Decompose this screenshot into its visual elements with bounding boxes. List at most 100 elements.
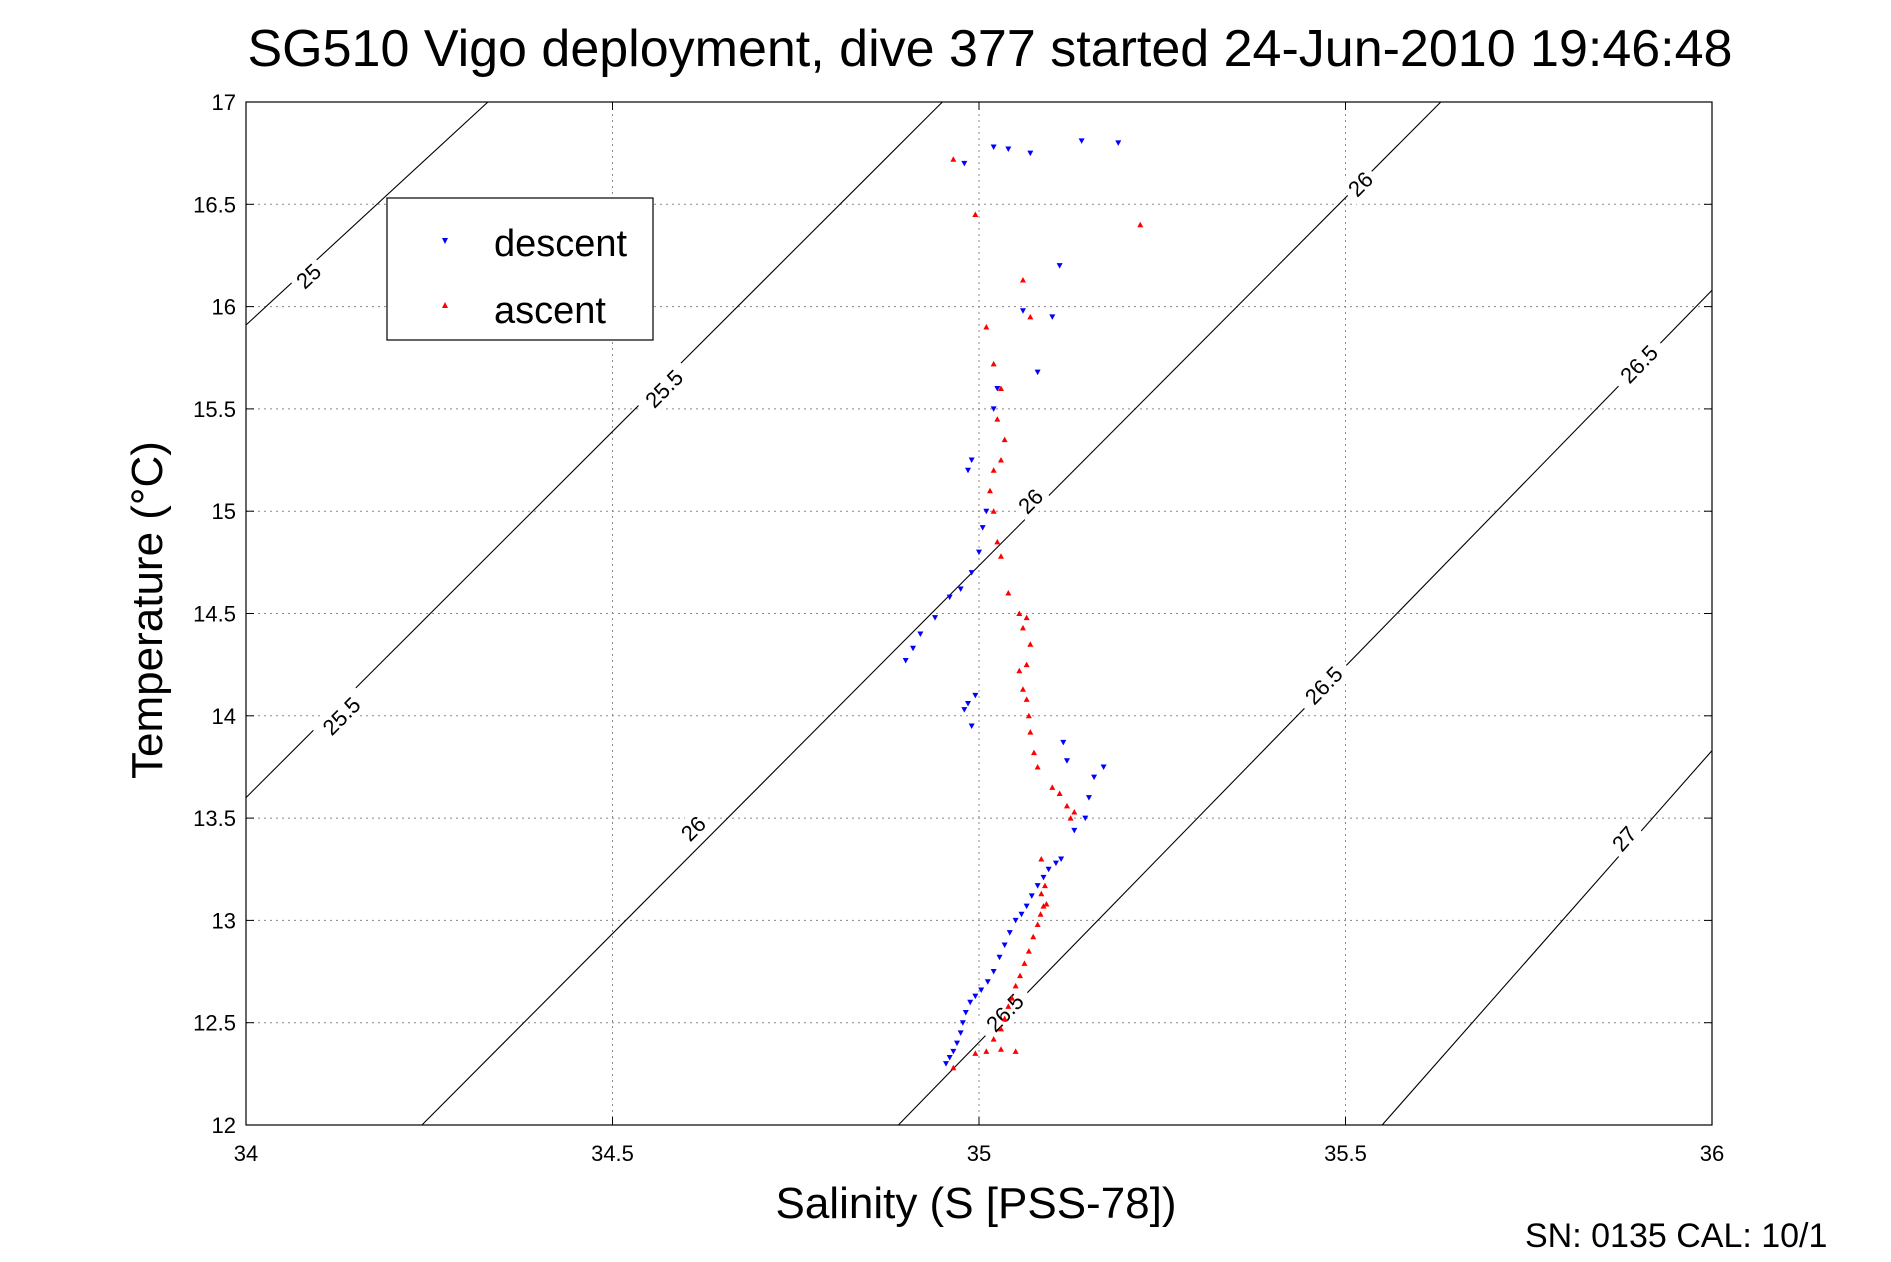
- ascent-point: [1012, 982, 1019, 989]
- ascent-point: [1137, 221, 1144, 228]
- y-tick-label: 14: [212, 704, 236, 729]
- descent-point: [959, 1020, 966, 1026]
- ascent-point: [1034, 763, 1041, 770]
- series-descent: [902, 138, 1122, 1067]
- contour-label: 26: [1013, 484, 1048, 519]
- descent-point: [972, 692, 979, 699]
- x-tick-label: 34: [234, 1141, 258, 1166]
- y-tick-label: 16: [212, 295, 236, 320]
- ascent-point: [997, 385, 1004, 391]
- data-series: [902, 138, 1144, 1071]
- descent-point: [1063, 758, 1070, 764]
- descent-point: [1091, 774, 1098, 781]
- ascent-point: [990, 1036, 997, 1042]
- descent-point: [1027, 150, 1034, 157]
- ascent-point: [1037, 911, 1044, 917]
- ascent-point: [1005, 590, 1012, 596]
- descent-point: [1028, 893, 1035, 899]
- descent-point: [968, 723, 975, 730]
- contour-label-bg: [1009, 479, 1052, 523]
- descent-point: [994, 385, 1001, 392]
- contour-label: 27: [1607, 821, 1642, 856]
- descent-point: [1052, 860, 1059, 867]
- descent-point: [990, 969, 997, 975]
- legend-marker-descent: [442, 238, 448, 244]
- ascent-point: [972, 1050, 979, 1056]
- ascent-point: [1023, 696, 1030, 702]
- y-tick-label: 15: [212, 499, 236, 524]
- ascent-point: [983, 324, 990, 330]
- descent-point: [957, 1030, 964, 1036]
- isopycnal-25.5: 25.525.5: [245, 101, 943, 799]
- x-tick-label: 36: [1700, 1141, 1724, 1166]
- ascent-point: [986, 487, 993, 494]
- descent-point: [1078, 138, 1085, 144]
- ascent-point: [1023, 661, 1030, 668]
- ascent-point: [1067, 815, 1074, 821]
- descent-point: [902, 658, 909, 664]
- descent-point: [1115, 140, 1122, 146]
- isopycnal-26: 26 26 26: [421, 101, 1442, 1126]
- contour-label-bg: [1608, 333, 1669, 395]
- ascent-point: [1071, 808, 1078, 815]
- ascent-point: [1038, 856, 1045, 862]
- legend-label-descent: descent: [494, 223, 628, 265]
- ascent-point: [1030, 933, 1037, 940]
- ascent-point: [1023, 614, 1030, 621]
- ascent-point: [1041, 882, 1048, 889]
- descent-point: [961, 160, 968, 167]
- descent-point: [1006, 930, 1013, 936]
- ascent-point: [990, 508, 997, 514]
- legend-label-ascent: ascent: [494, 290, 606, 332]
- ascent-point: [1034, 921, 1041, 927]
- ascent-point: [972, 211, 979, 218]
- contour-label-bg: [1293, 654, 1354, 716]
- descent-point: [979, 525, 986, 531]
- ascent-point: [1056, 790, 1063, 797]
- x-tick-label: 35: [967, 1141, 991, 1166]
- y-tick-label: 12: [212, 1113, 236, 1138]
- ascent-point: [1025, 948, 1032, 954]
- contour-label-bg: [1603, 817, 1646, 860]
- descent-point: [1019, 308, 1026, 314]
- ascent-point: [1017, 972, 1024, 979]
- descent-point: [1040, 874, 1047, 881]
- contour-label-bg: [633, 358, 695, 419]
- isopycnal-line: [1381, 750, 1713, 1126]
- descent-point: [1071, 827, 1078, 834]
- y-tick-label: 13: [212, 908, 236, 933]
- ascent-point: [950, 1064, 957, 1071]
- y-tick-label: 16.5: [193, 192, 236, 217]
- ascent-point: [1016, 667, 1023, 674]
- descent-point: [978, 987, 985, 993]
- legend-marker-ascent: [442, 302, 448, 308]
- ascent-point: [997, 457, 1004, 463]
- x-axis-label: Salinity (S [PSS-78]): [775, 1179, 1176, 1228]
- ascent-point: [1019, 686, 1026, 692]
- ascent-point: [1021, 960, 1028, 966]
- chart-title: SG510 Vigo deployment, dive 377 started …: [248, 20, 1733, 78]
- descent-point: [1023, 903, 1030, 910]
- y-tick-label: 13.5: [193, 806, 236, 831]
- ascent-point: [1027, 313, 1034, 320]
- series-ascent: [950, 156, 1144, 1071]
- ascent-point: [990, 360, 997, 367]
- y-tick-label: 17: [212, 90, 236, 115]
- descent-point: [1034, 883, 1041, 889]
- ascent-point: [1019, 624, 1026, 631]
- contour-label: 26: [1343, 167, 1378, 202]
- y-tick-label: 14.5: [193, 602, 236, 627]
- descent-point: [1058, 856, 1065, 863]
- x-tick-label: 34.5: [591, 1141, 634, 1166]
- descent-point: [954, 1040, 961, 1047]
- ascent-point: [1012, 1048, 1019, 1054]
- ascent-point: [1027, 641, 1034, 647]
- descent-point: [1085, 795, 1092, 801]
- ascent-point: [994, 538, 1001, 545]
- descent-point: [932, 615, 939, 621]
- descent-point: [990, 406, 997, 412]
- contour-label-bg: [1338, 162, 1382, 206]
- contour-label-bg: [286, 254, 330, 297]
